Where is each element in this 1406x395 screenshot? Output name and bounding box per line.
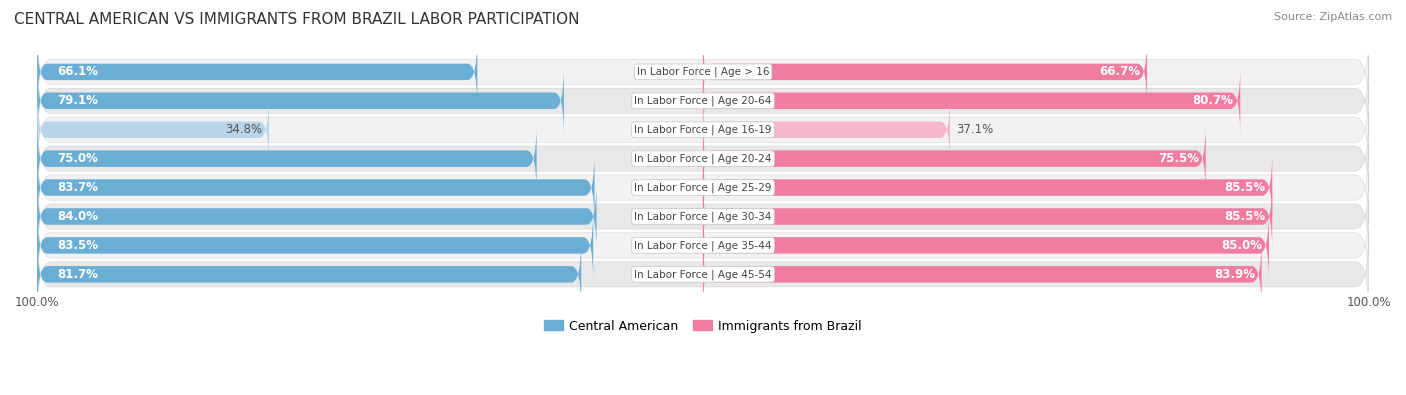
Text: In Labor Force | Age 25-29: In Labor Force | Age 25-29 [634, 182, 772, 193]
FancyBboxPatch shape [703, 239, 1261, 309]
FancyBboxPatch shape [703, 181, 1272, 252]
FancyBboxPatch shape [37, 181, 596, 252]
FancyBboxPatch shape [703, 210, 1270, 280]
Text: In Labor Force | Age 35-44: In Labor Force | Age 35-44 [634, 240, 772, 251]
Text: 37.1%: 37.1% [956, 123, 994, 136]
FancyBboxPatch shape [37, 26, 1369, 117]
Legend: Central American, Immigrants from Brazil: Central American, Immigrants from Brazil [538, 315, 868, 338]
Text: 79.1%: 79.1% [58, 94, 98, 107]
Text: Source: ZipAtlas.com: Source: ZipAtlas.com [1274, 12, 1392, 22]
FancyBboxPatch shape [703, 66, 1240, 136]
Text: In Labor Force | Age 16-19: In Labor Force | Age 16-19 [634, 124, 772, 135]
FancyBboxPatch shape [37, 152, 595, 223]
Text: In Labor Force | Age > 16: In Labor Force | Age > 16 [637, 67, 769, 77]
FancyBboxPatch shape [37, 210, 593, 280]
Text: 81.7%: 81.7% [58, 268, 98, 281]
Text: 34.8%: 34.8% [225, 123, 263, 136]
Text: 66.7%: 66.7% [1099, 65, 1140, 78]
FancyBboxPatch shape [37, 113, 1369, 204]
FancyBboxPatch shape [37, 171, 1369, 262]
FancyBboxPatch shape [37, 229, 1369, 320]
Text: 83.5%: 83.5% [58, 239, 98, 252]
FancyBboxPatch shape [37, 239, 581, 309]
Text: 83.9%: 83.9% [1213, 268, 1256, 281]
FancyBboxPatch shape [37, 200, 1369, 291]
FancyBboxPatch shape [37, 37, 478, 107]
FancyBboxPatch shape [37, 56, 1369, 146]
Text: 85.0%: 85.0% [1222, 239, 1263, 252]
FancyBboxPatch shape [703, 37, 1147, 107]
FancyBboxPatch shape [37, 66, 564, 136]
FancyBboxPatch shape [37, 142, 1369, 233]
Text: In Labor Force | Age 45-54: In Labor Force | Age 45-54 [634, 269, 772, 280]
Text: In Labor Force | Age 30-34: In Labor Force | Age 30-34 [634, 211, 772, 222]
Text: In Labor Force | Age 20-24: In Labor Force | Age 20-24 [634, 153, 772, 164]
Text: 75.0%: 75.0% [58, 152, 98, 165]
Text: CENTRAL AMERICAN VS IMMIGRANTS FROM BRAZIL LABOR PARTICIPATION: CENTRAL AMERICAN VS IMMIGRANTS FROM BRAZ… [14, 12, 579, 27]
Text: 83.7%: 83.7% [58, 181, 98, 194]
FancyBboxPatch shape [37, 85, 1369, 175]
Text: 75.5%: 75.5% [1159, 152, 1199, 165]
FancyBboxPatch shape [37, 124, 537, 194]
Text: 85.5%: 85.5% [1225, 181, 1265, 194]
FancyBboxPatch shape [703, 94, 950, 165]
FancyBboxPatch shape [37, 94, 269, 165]
Text: 84.0%: 84.0% [58, 210, 98, 223]
Text: 66.1%: 66.1% [58, 65, 98, 78]
FancyBboxPatch shape [703, 124, 1206, 194]
Text: 80.7%: 80.7% [1192, 94, 1233, 107]
Text: 85.5%: 85.5% [1225, 210, 1265, 223]
FancyBboxPatch shape [703, 152, 1272, 223]
Text: In Labor Force | Age 20-64: In Labor Force | Age 20-64 [634, 96, 772, 106]
